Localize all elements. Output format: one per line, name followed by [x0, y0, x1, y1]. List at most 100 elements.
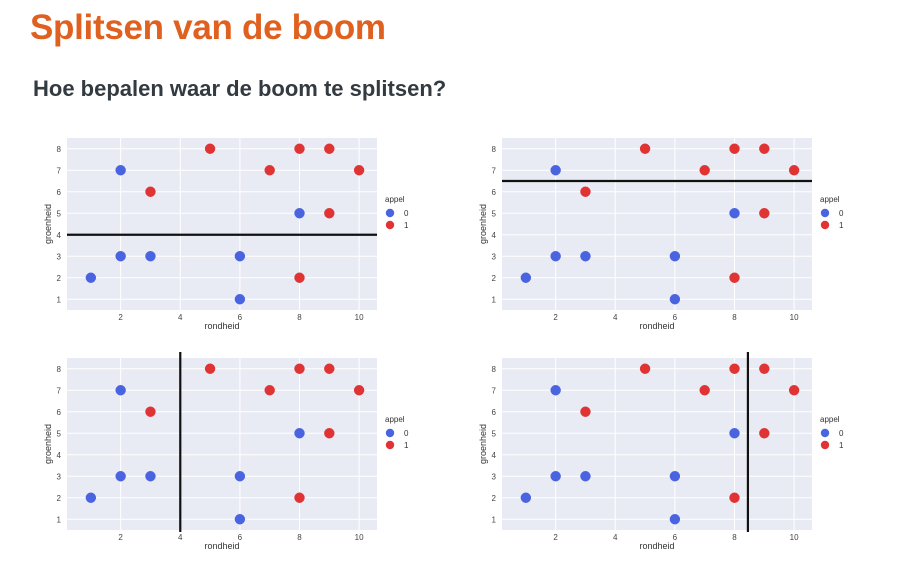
data-point-class-0: [85, 492, 97, 503]
legend-marker-class-1: [385, 440, 395, 450]
x-tick-label: 10: [355, 533, 364, 542]
data-point-class-1: [759, 428, 770, 439]
y-tick-label: 8: [492, 365, 497, 374]
data-point-class-1: [264, 385, 275, 396]
x-tick-label: 2: [118, 533, 123, 542]
data-point-class-0: [234, 514, 246, 525]
legend-marker-class-0: [820, 428, 830, 438]
y-tick-label: 6: [492, 188, 497, 197]
x-tick-label: 6: [238, 313, 243, 322]
x-tick-label: 2: [553, 313, 558, 322]
data-point-class-0: [669, 294, 681, 305]
x-tick-label: 4: [613, 313, 618, 322]
x-tick-label: 4: [178, 313, 183, 322]
data-point-class-1: [788, 385, 800, 396]
legend-marker-class-0: [385, 428, 395, 438]
data-point-class-1: [699, 385, 710, 396]
data-point-class-0: [520, 272, 532, 283]
y-tick-label: 4: [492, 451, 497, 460]
page-subtitle: Hoe bepalen waar de boom te splitsen?: [33, 76, 447, 101]
data-point-class-1: [294, 272, 305, 283]
data-point-class-1: [639, 363, 651, 374]
data-point-class-0: [234, 251, 246, 262]
y-tick-label: 8: [57, 145, 62, 154]
data-point-class-0: [550, 471, 561, 482]
data-point-class-0: [669, 514, 681, 525]
y-tick-label: 2: [492, 274, 497, 283]
data-point-class-0: [115, 165, 126, 176]
legend-title: appel: [820, 195, 840, 204]
data-point-class-1: [353, 165, 365, 176]
data-point-class-1: [580, 406, 591, 417]
scatter-chart-vertical-split-8-45: 2 4 6 8 10 1 2 3 4 5 6 7 8 rondheid groenheid appel 0 1: [478, 348, 870, 553]
y-tick-label: 7: [492, 386, 497, 395]
data-point-class-0: [145, 251, 156, 262]
data-point-class-1: [729, 363, 740, 374]
x-tick-label: 2: [553, 533, 558, 542]
data-point-class-1: [264, 165, 275, 176]
y-tick-label: 5: [492, 209, 497, 218]
x-tick-label: 8: [297, 533, 302, 542]
data-point-class-0: [115, 471, 126, 482]
data-point-class-1: [324, 363, 335, 374]
scatter-chart-vertical-split-4: 2 4 6 8 10 1 2 3 4 5 6 7 8 rondheid groenheid appel 0 1: [43, 348, 435, 553]
data-point-class-1: [324, 143, 335, 154]
y-tick-label: 1: [57, 515, 62, 524]
y-tick-label: 8: [57, 365, 62, 374]
data-point-class-0: [669, 471, 681, 482]
y-tick-label: 8: [492, 145, 497, 154]
y-tick-label: 4: [57, 451, 62, 460]
data-point-class-1: [729, 143, 740, 154]
data-point-class-1: [145, 186, 156, 197]
y-axis-label: groenheid: [43, 424, 53, 464]
y-tick-label: 1: [57, 295, 62, 304]
data-point-class-0: [115, 251, 126, 262]
legend-label-class-0: 0: [404, 429, 409, 438]
x-axis-label: rondheid: [204, 321, 239, 331]
x-tick-label: 8: [732, 313, 737, 322]
legend-marker-class-0: [820, 208, 830, 218]
data-point-class-1: [699, 165, 710, 176]
legend-label-class-0: 0: [839, 429, 844, 438]
y-tick-label: 2: [57, 274, 62, 283]
data-point-class-0: [145, 471, 156, 482]
y-tick-label: 3: [57, 252, 62, 261]
data-point-class-0: [294, 208, 305, 219]
y-tick-label: 4: [57, 231, 62, 240]
data-point-class-1: [580, 186, 591, 197]
x-tick-label: 6: [238, 533, 243, 542]
data-point-class-0: [550, 251, 561, 262]
data-point-class-1: [324, 428, 335, 439]
plot-area: [502, 138, 812, 310]
data-point-class-0: [729, 428, 740, 439]
data-point-class-1: [294, 143, 305, 154]
data-point-class-0: [234, 294, 246, 305]
data-point-class-1: [294, 492, 305, 503]
legend-label-class-1: 1: [404, 441, 409, 450]
data-point-class-1: [729, 492, 740, 503]
data-point-class-0: [580, 471, 591, 482]
data-point-class-1: [353, 385, 365, 396]
data-point-class-1: [759, 363, 770, 374]
legend-label-class-1: 1: [839, 221, 844, 230]
plot-area: [502, 358, 812, 530]
y-tick-label: 6: [492, 408, 497, 417]
data-point-class-0: [294, 428, 305, 439]
legend-label-class-1: 1: [404, 221, 409, 230]
y-tick-label: 5: [492, 429, 497, 438]
x-tick-label: 2: [118, 313, 123, 322]
data-point-class-1: [759, 208, 770, 219]
data-point-class-0: [550, 385, 561, 396]
legend-title: appel: [385, 415, 405, 424]
y-tick-label: 3: [492, 472, 497, 481]
plot-area: [67, 358, 377, 530]
data-point-class-1: [204, 363, 216, 374]
scatter-chart-horizontal-split-6-5: 2 4 6 8 10 1 2 3 4 5 6 7 8 rondheid groenheid appel 0 1: [478, 128, 870, 333]
y-tick-label: 7: [57, 166, 62, 175]
x-tick-label: 4: [178, 533, 183, 542]
y-axis-label: groenheid: [478, 424, 488, 464]
legend-label-class-1: 1: [839, 441, 844, 450]
